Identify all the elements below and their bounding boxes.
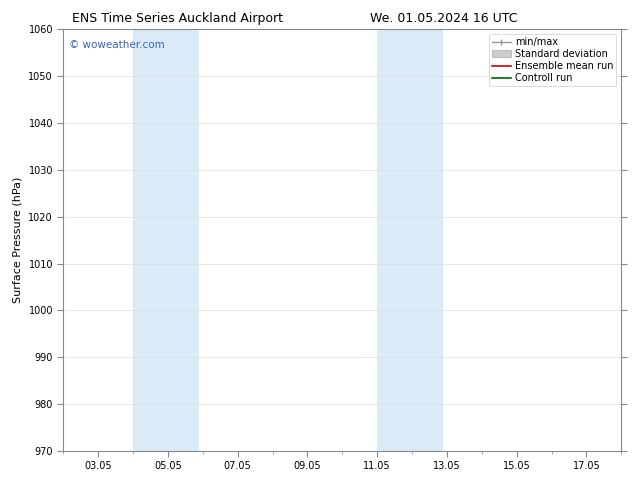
Text: © woweather.com: © woweather.com	[69, 40, 165, 50]
Y-axis label: Surface Pressure (hPa): Surface Pressure (hPa)	[13, 177, 23, 303]
Bar	[133, 29, 199, 451]
Bar	[377, 29, 444, 451]
Text: ENS Time Series Auckland Airport: ENS Time Series Auckland Airport	[72, 12, 283, 25]
Text: We. 01.05.2024 16 UTC: We. 01.05.2024 16 UTC	[370, 12, 517, 25]
Legend: min/max, Standard deviation, Ensemble mean run, Controll run: min/max, Standard deviation, Ensemble me…	[489, 34, 616, 86]
